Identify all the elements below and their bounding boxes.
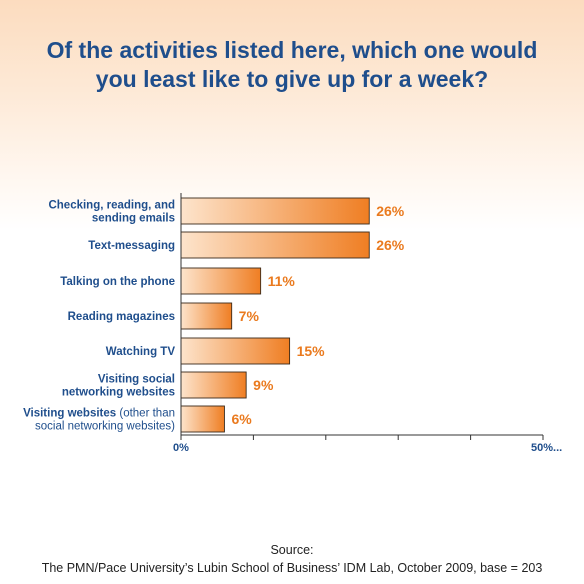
x-axis: 0% 50%... <box>173 193 562 454</box>
category-label-3-line-0: Reading magazines <box>68 311 175 323</box>
bar-0 <box>180 197 370 225</box>
bar-4 <box>180 337 291 365</box>
bar-2 <box>180 267 262 295</box>
bar-1 <box>180 231 370 259</box>
category-label-5-line-1: networking websites <box>62 387 175 399</box>
chart-title-line-1: Of the activities listed here, which one… <box>46 37 538 63</box>
category-label-6-line-0: Visiting websites (other than <box>23 408 175 420</box>
value-label-0: 26% <box>376 203 405 219</box>
source-note: Source: The PMN/Pace University’s Lubin … <box>0 541 584 577</box>
chart-title: Of the activities listed here, which one… <box>0 36 584 94</box>
value-label-6: 6% <box>231 411 252 427</box>
value-label-5: 9% <box>253 377 274 393</box>
bar-3 <box>180 302 233 330</box>
value-label-2: 11% <box>268 273 296 289</box>
bar-6 <box>180 405 225 433</box>
category-label-0-line-0: Checking, reading, and <box>48 200 175 212</box>
x-tick-label-max: 50%... <box>531 442 562 454</box>
value-label-1: 26% <box>376 237 405 253</box>
category-label-0-line-1: sending emails <box>92 213 175 225</box>
source-text: The PMN/Pace University’s Lubin School o… <box>41 561 543 575</box>
value-label-3: 7% <box>239 308 260 324</box>
category-label-4-line-0: Watching TV <box>106 346 176 358</box>
source-heading: Source: <box>270 543 314 557</box>
bar-5 <box>180 371 247 399</box>
chart-title-line-2: you least like to give up for a week? <box>95 66 489 92</box>
category-label-6-line-1: social networking websites) <box>35 421 175 433</box>
x-tick-label-min: 0% <box>173 442 189 454</box>
value-labels-group: 26% 26% 11% 7% 15% 9% 6% <box>231 203 404 427</box>
bars-group <box>180 197 370 433</box>
category-label-5-line-0: Visiting social <box>98 374 175 386</box>
category-label-1-line-0: Text-messaging <box>88 240 175 252</box>
category-label-2-line-0: Talking on the phone <box>60 276 175 288</box>
value-label-4: 15% <box>297 343 326 359</box>
